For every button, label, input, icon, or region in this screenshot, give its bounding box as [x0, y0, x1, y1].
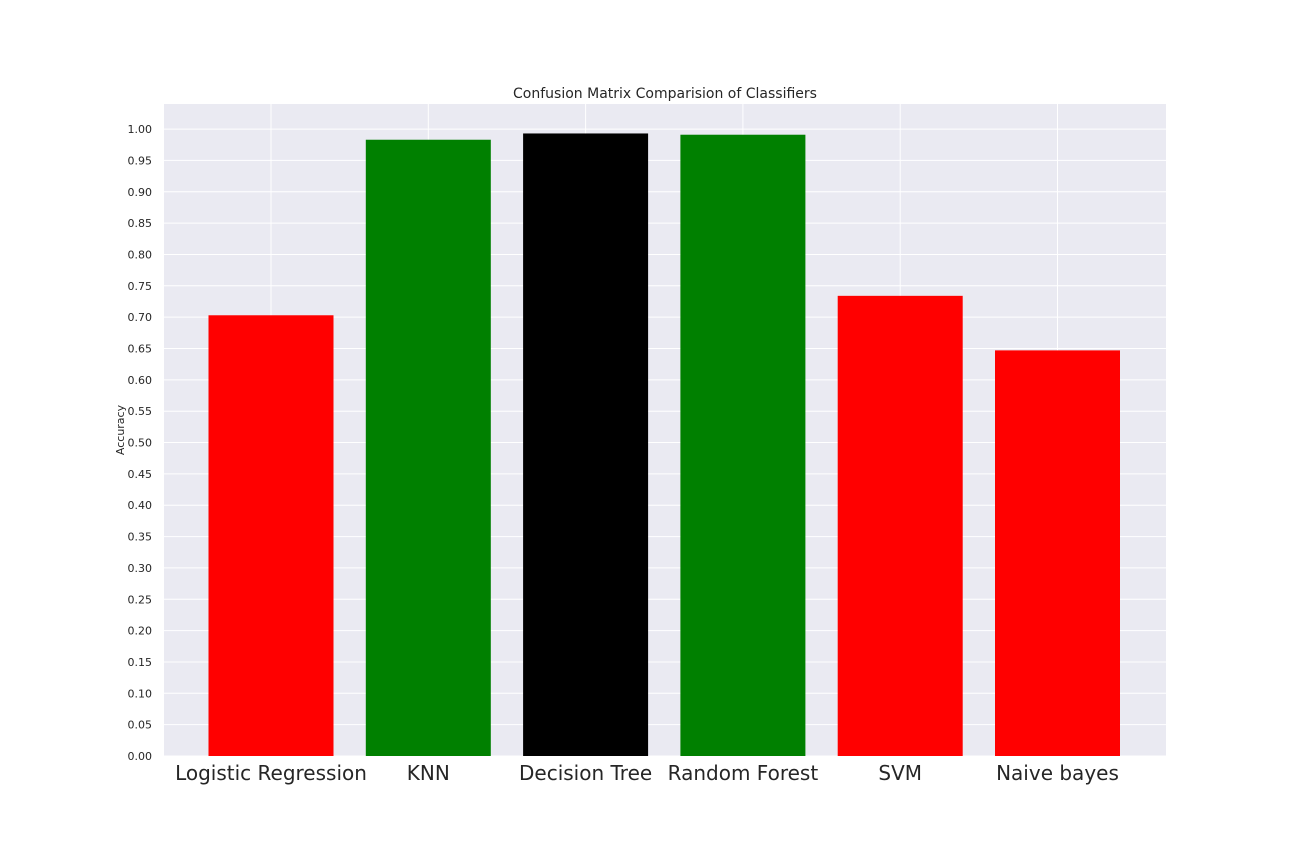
bar-logistic-regression — [208, 315, 334, 756]
y-tick-label: 0.65 — [128, 343, 153, 356]
x-tick-label: Decision Tree — [519, 761, 652, 785]
y-tick-label: 0.40 — [128, 499, 153, 512]
x-tick-label: SVM — [878, 761, 922, 785]
y-tick-label: 0.05 — [128, 719, 153, 732]
y-axis-label: Accuracy — [114, 404, 127, 455]
y-tick-label: 0.25 — [128, 593, 153, 606]
x-tick-label: KNN — [407, 761, 450, 785]
y-tick-label: 0.85 — [128, 217, 153, 230]
bars — [208, 133, 1120, 756]
bar-knn — [365, 139, 491, 756]
x-tick-label: Logistic Regression — [175, 761, 367, 785]
y-tick-label: 0.10 — [128, 687, 153, 700]
y-tick-label: 0.95 — [128, 154, 153, 167]
x-tick-label: Random Forest — [668, 761, 819, 785]
chart-title: Confusion Matrix Comparision of Classifi… — [513, 86, 817, 102]
bar-decision-tree — [523, 133, 649, 756]
y-tick-label: 0.35 — [128, 531, 153, 544]
bar-naive-bayes — [995, 350, 1120, 756]
y-tick-label: 0.20 — [128, 625, 153, 638]
y-tick-label: 0.45 — [128, 468, 153, 481]
y-tick-label: 0.00 — [128, 750, 153, 763]
y-tick-label: 0.30 — [128, 562, 153, 575]
y-tick-label: 0.70 — [128, 311, 153, 324]
y-axis-ticks: 0.00 0.05 0.10 0.15 0.20 0.25 0.30 0.35 0.40 0.45… — [128, 123, 153, 763]
bar-random-forest — [680, 134, 806, 756]
y-tick-label: 0.90 — [128, 186, 153, 199]
bar-svm — [837, 295, 963, 756]
y-tick-label: 0.80 — [128, 248, 153, 261]
y-tick-label: 0.60 — [128, 374, 153, 387]
y-tick-label: 0.15 — [128, 656, 153, 669]
y-tick-label: 0.55 — [128, 405, 153, 418]
x-axis-ticks: Logistic Regression KNN Decision Tree Rando… — [175, 761, 1119, 785]
x-tick-label: Naive bayes — [996, 761, 1119, 785]
y-tick-label: 0.50 — [128, 437, 153, 450]
y-tick-label: 1.00 — [128, 123, 153, 136]
y-tick-label: 0.75 — [128, 280, 153, 293]
